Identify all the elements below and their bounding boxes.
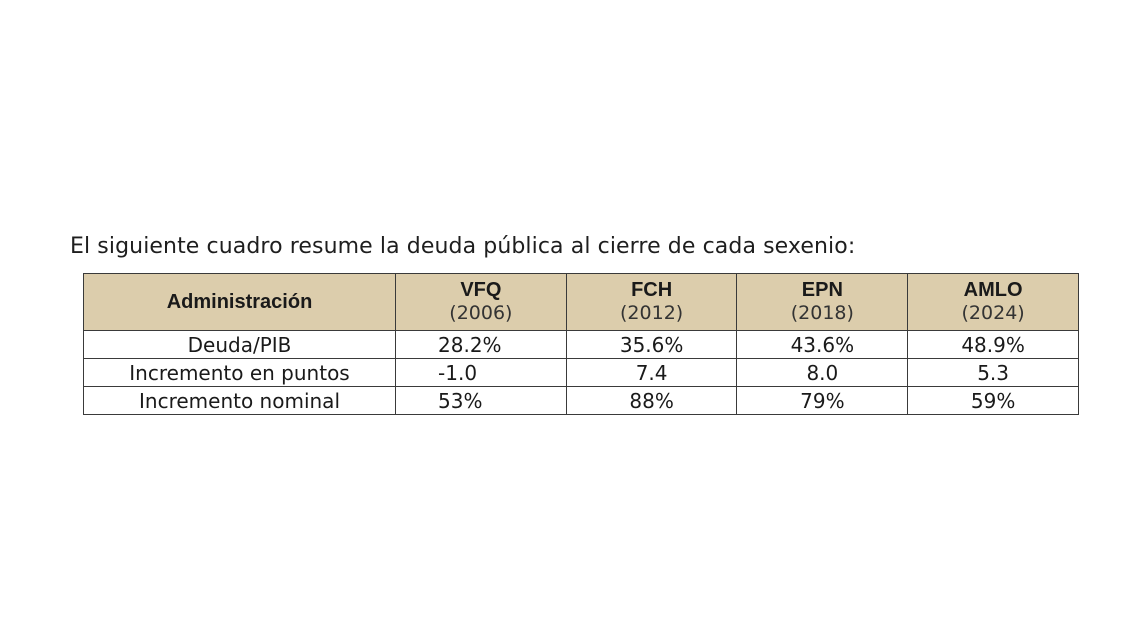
admin-name: FCH [631,279,673,301]
table-cell: 8.0 [736,358,909,387]
header-cell-administracion: Administración [82,273,397,331]
admin-year: (2006) [449,302,513,324]
header-label: Administración [166,290,313,313]
table-cell: 48.9% [907,330,1079,359]
header-cell-amlo: AMLO (2024) [907,273,1079,331]
admin-name: AMLO [963,279,1023,301]
table-cell: 43.6% [736,330,909,359]
table-cell: 53% [395,386,567,415]
row-label: Incremento en puntos [82,358,397,387]
debt-table: Administración VFQ (2006) FCH (2012) EPN… [82,273,1079,415]
header-cell-epn: EPN (2018) [736,273,909,331]
table-row: Incremento en puntos -1.0 7.4 8.0 5.3 [82,358,1079,387]
admin-name: VFQ [460,279,502,301]
table-row: Incremento nominal 53% 88% 79% 59% [82,386,1079,415]
admin-year: (2024) [961,302,1025,324]
header-cell-fch: FCH (2012) [565,273,738,331]
admin-name: EPN [801,279,843,301]
row-label: Incremento nominal [82,386,397,415]
table-cell: 79% [736,386,909,415]
admin-year: (2018) [790,302,854,324]
admin-year: (2012) [620,302,684,324]
table-cell: 35.6% [565,330,738,359]
header-cell-vfq: VFQ (2006) [395,273,567,331]
table-cell: 88% [565,386,738,415]
table-cell: -1.0 [395,358,567,387]
table-cell: 7.4 [565,358,738,387]
row-label: Deuda/PIB [82,330,397,359]
table-header-row: Administración VFQ (2006) FCH (2012) EPN… [82,273,1079,331]
table-row: Deuda/PIB 28.2% 35.6% 43.6% 48.9% [82,330,1079,359]
table-cell: 5.3 [907,358,1079,387]
table-cell: 28.2% [395,330,567,359]
table-cell: 59% [907,386,1079,415]
intro-text: El siguiente cuadro resume la deuda públ… [70,234,856,259]
